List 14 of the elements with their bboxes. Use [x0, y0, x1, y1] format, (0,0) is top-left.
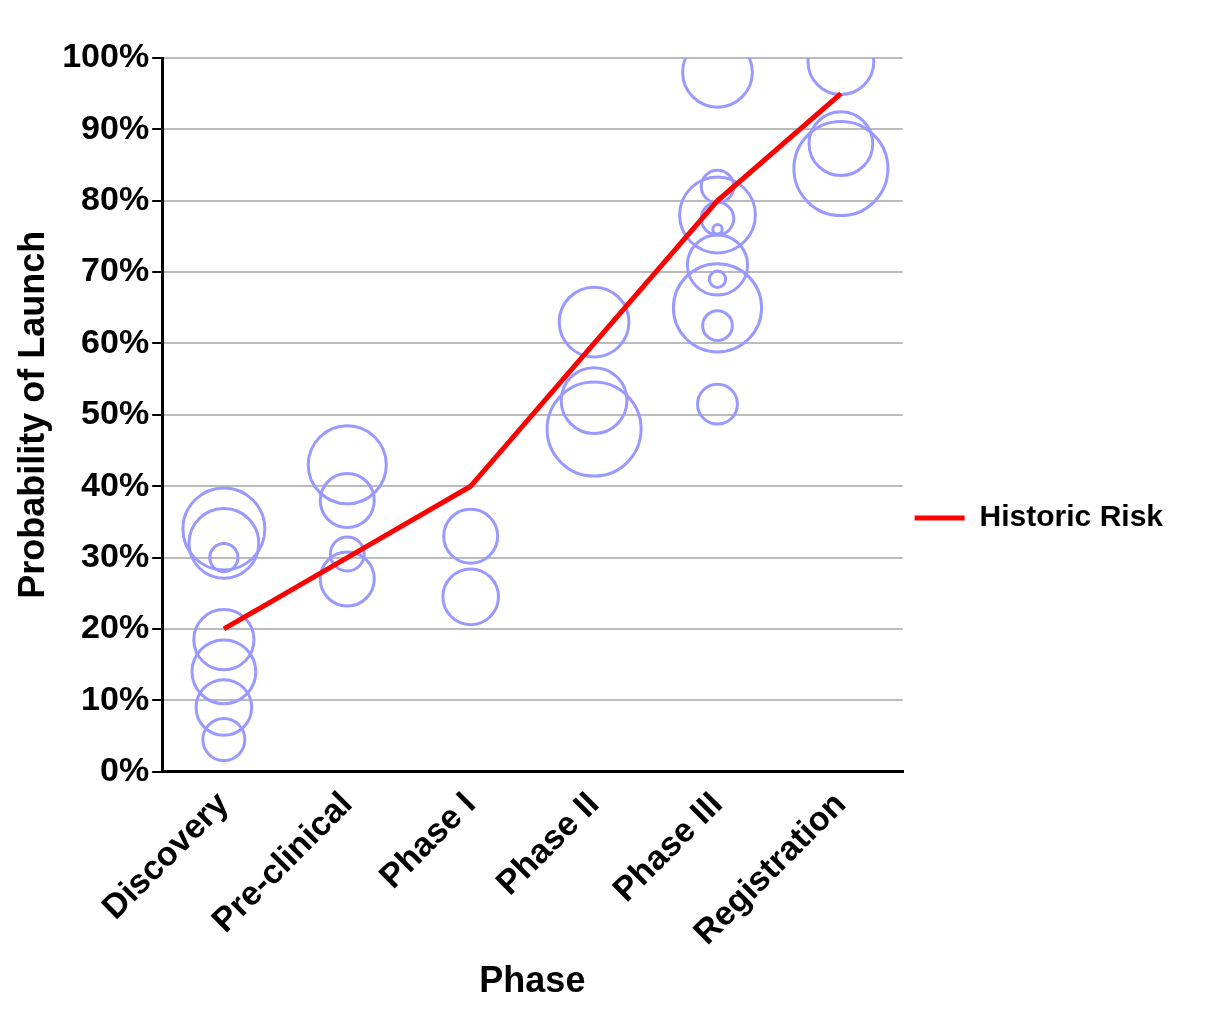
y-tick-label: 20% — [81, 607, 150, 646]
y-tick-label: 50% — [81, 393, 150, 432]
y-tick-label: 30% — [81, 535, 150, 574]
y-tick-label: 40% — [81, 464, 150, 503]
y-tick-label: 80% — [81, 179, 150, 218]
legend-label: Historic Risk — [979, 499, 1164, 533]
x-axis-title: Phase — [479, 959, 586, 1001]
y-tick-label: 90% — [81, 107, 150, 146]
y-tick-label: 100% — [62, 36, 150, 75]
y-tick-label: 10% — [81, 678, 150, 717]
y-tick-label: 70% — [81, 250, 150, 289]
y-tick-label: 0% — [100, 750, 150, 789]
y-axis-title: Probability of Launch — [10, 230, 52, 599]
y-tick-label: 60% — [81, 321, 150, 360]
